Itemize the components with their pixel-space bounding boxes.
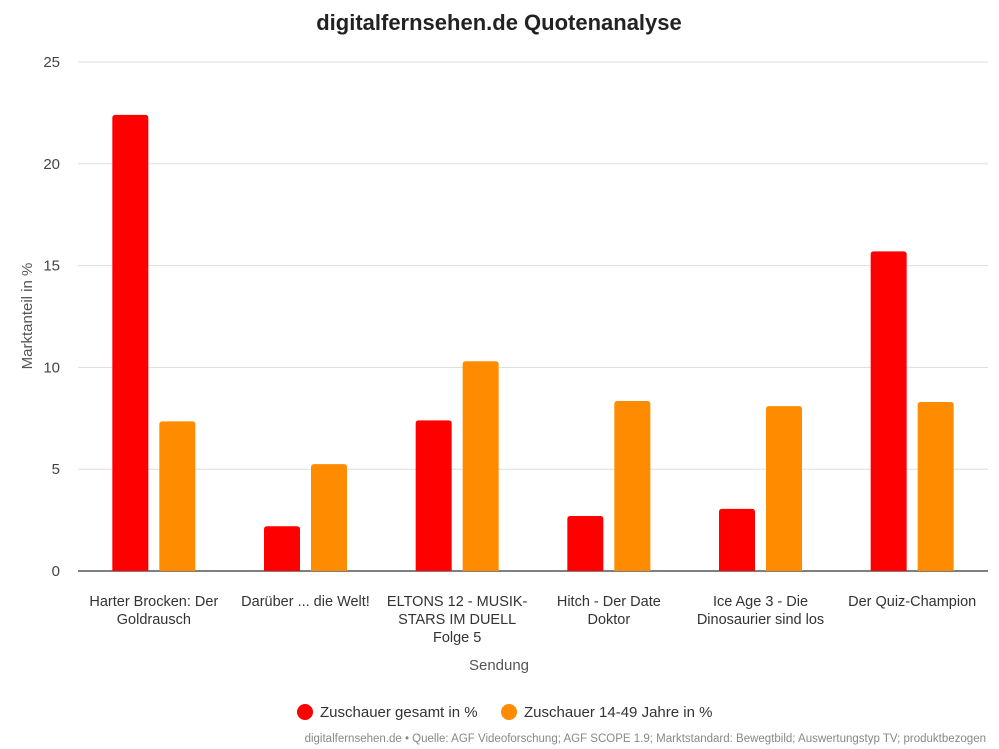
x-tick-label: Hitch - Der Date Doktor: [557, 594, 661, 628]
x-tick-label: Der Quiz-Champion: [848, 594, 976, 610]
bar: [766, 406, 802, 571]
x-tick-label-line: ELTONS 12 - MUSIK-: [387, 594, 528, 610]
x-tick-label-line: Harter Brocken: Der: [89, 594, 218, 610]
x-tick-label-line: Der Quiz-Champion: [848, 594, 976, 610]
bar: [917, 402, 954, 571]
y-tick-label: 10: [43, 359, 60, 376]
x-tick-label-line: Doktor: [587, 612, 630, 628]
x-tick-label: Harter Brocken: Der Goldrausch: [89, 594, 218, 628]
x-tick-label-line: Ice Age 3 - Die: [713, 594, 808, 610]
bar: [415, 420, 452, 571]
bar: [614, 400, 651, 571]
y-tick-label: 15: [43, 258, 60, 275]
x-axis-categories: Harter Brocken: Der Goldrausch Darüber ...…: [89, 594, 976, 646]
x-tick-label-line: Darüber ... die Welt!: [241, 594, 370, 610]
y-tick-label: 0: [52, 563, 60, 580]
y-axis-ticks: 0 5 10 15 20 25: [43, 54, 60, 580]
bar: [567, 516, 604, 571]
y-tick-label: 25: [43, 54, 60, 71]
x-tick-label-line: STARS IM DUELL: [398, 612, 516, 628]
x-tick-label: Ice Age 3 - Die Dinosaurier sind los: [697, 594, 824, 628]
legend-label: Zuschauer gesamt in %: [320, 704, 478, 721]
legend-swatch: [501, 704, 517, 720]
bars: [112, 114, 954, 571]
grid: [78, 61, 988, 572]
source-note: digitalfernsehen.de • Quelle: AGF Videof…: [305, 733, 986, 745]
x-tick-label-line: Goldrausch: [117, 612, 191, 628]
bar: [870, 251, 907, 571]
x-tick-label-line: Hitch - Der Date: [557, 594, 661, 610]
bar: [311, 464, 347, 571]
x-tick-label: Darüber ... die Welt!: [241, 594, 370, 610]
legend-swatch: [297, 704, 313, 720]
y-tick-label: 5: [52, 461, 60, 478]
x-tick-label-line: Dinosaurier sind los: [697, 612, 824, 628]
bar: [112, 114, 149, 571]
legend-label: Zuschauer 14-49 Jahre in %: [524, 704, 712, 721]
y-tick-label: 20: [43, 156, 60, 173]
x-tick-label-line: Folge 5: [433, 630, 481, 646]
bar: [159, 421, 196, 571]
bar: [462, 361, 499, 571]
bar: [264, 526, 300, 571]
x-tick-label: ELTONS 12 - MUSIK- STARS IM DUELL Folge 5: [387, 594, 528, 646]
chart-title: digitalfernsehen.de Quotenanalyse: [316, 10, 682, 35]
legend: Zuschauer gesamt in % Zuschauer 14-49 Jah…: [297, 704, 712, 721]
bar: [719, 508, 755, 571]
x-axis-label: Sendung: [469, 657, 529, 674]
y-axis-label: Marktanteil in %: [19, 263, 36, 370]
